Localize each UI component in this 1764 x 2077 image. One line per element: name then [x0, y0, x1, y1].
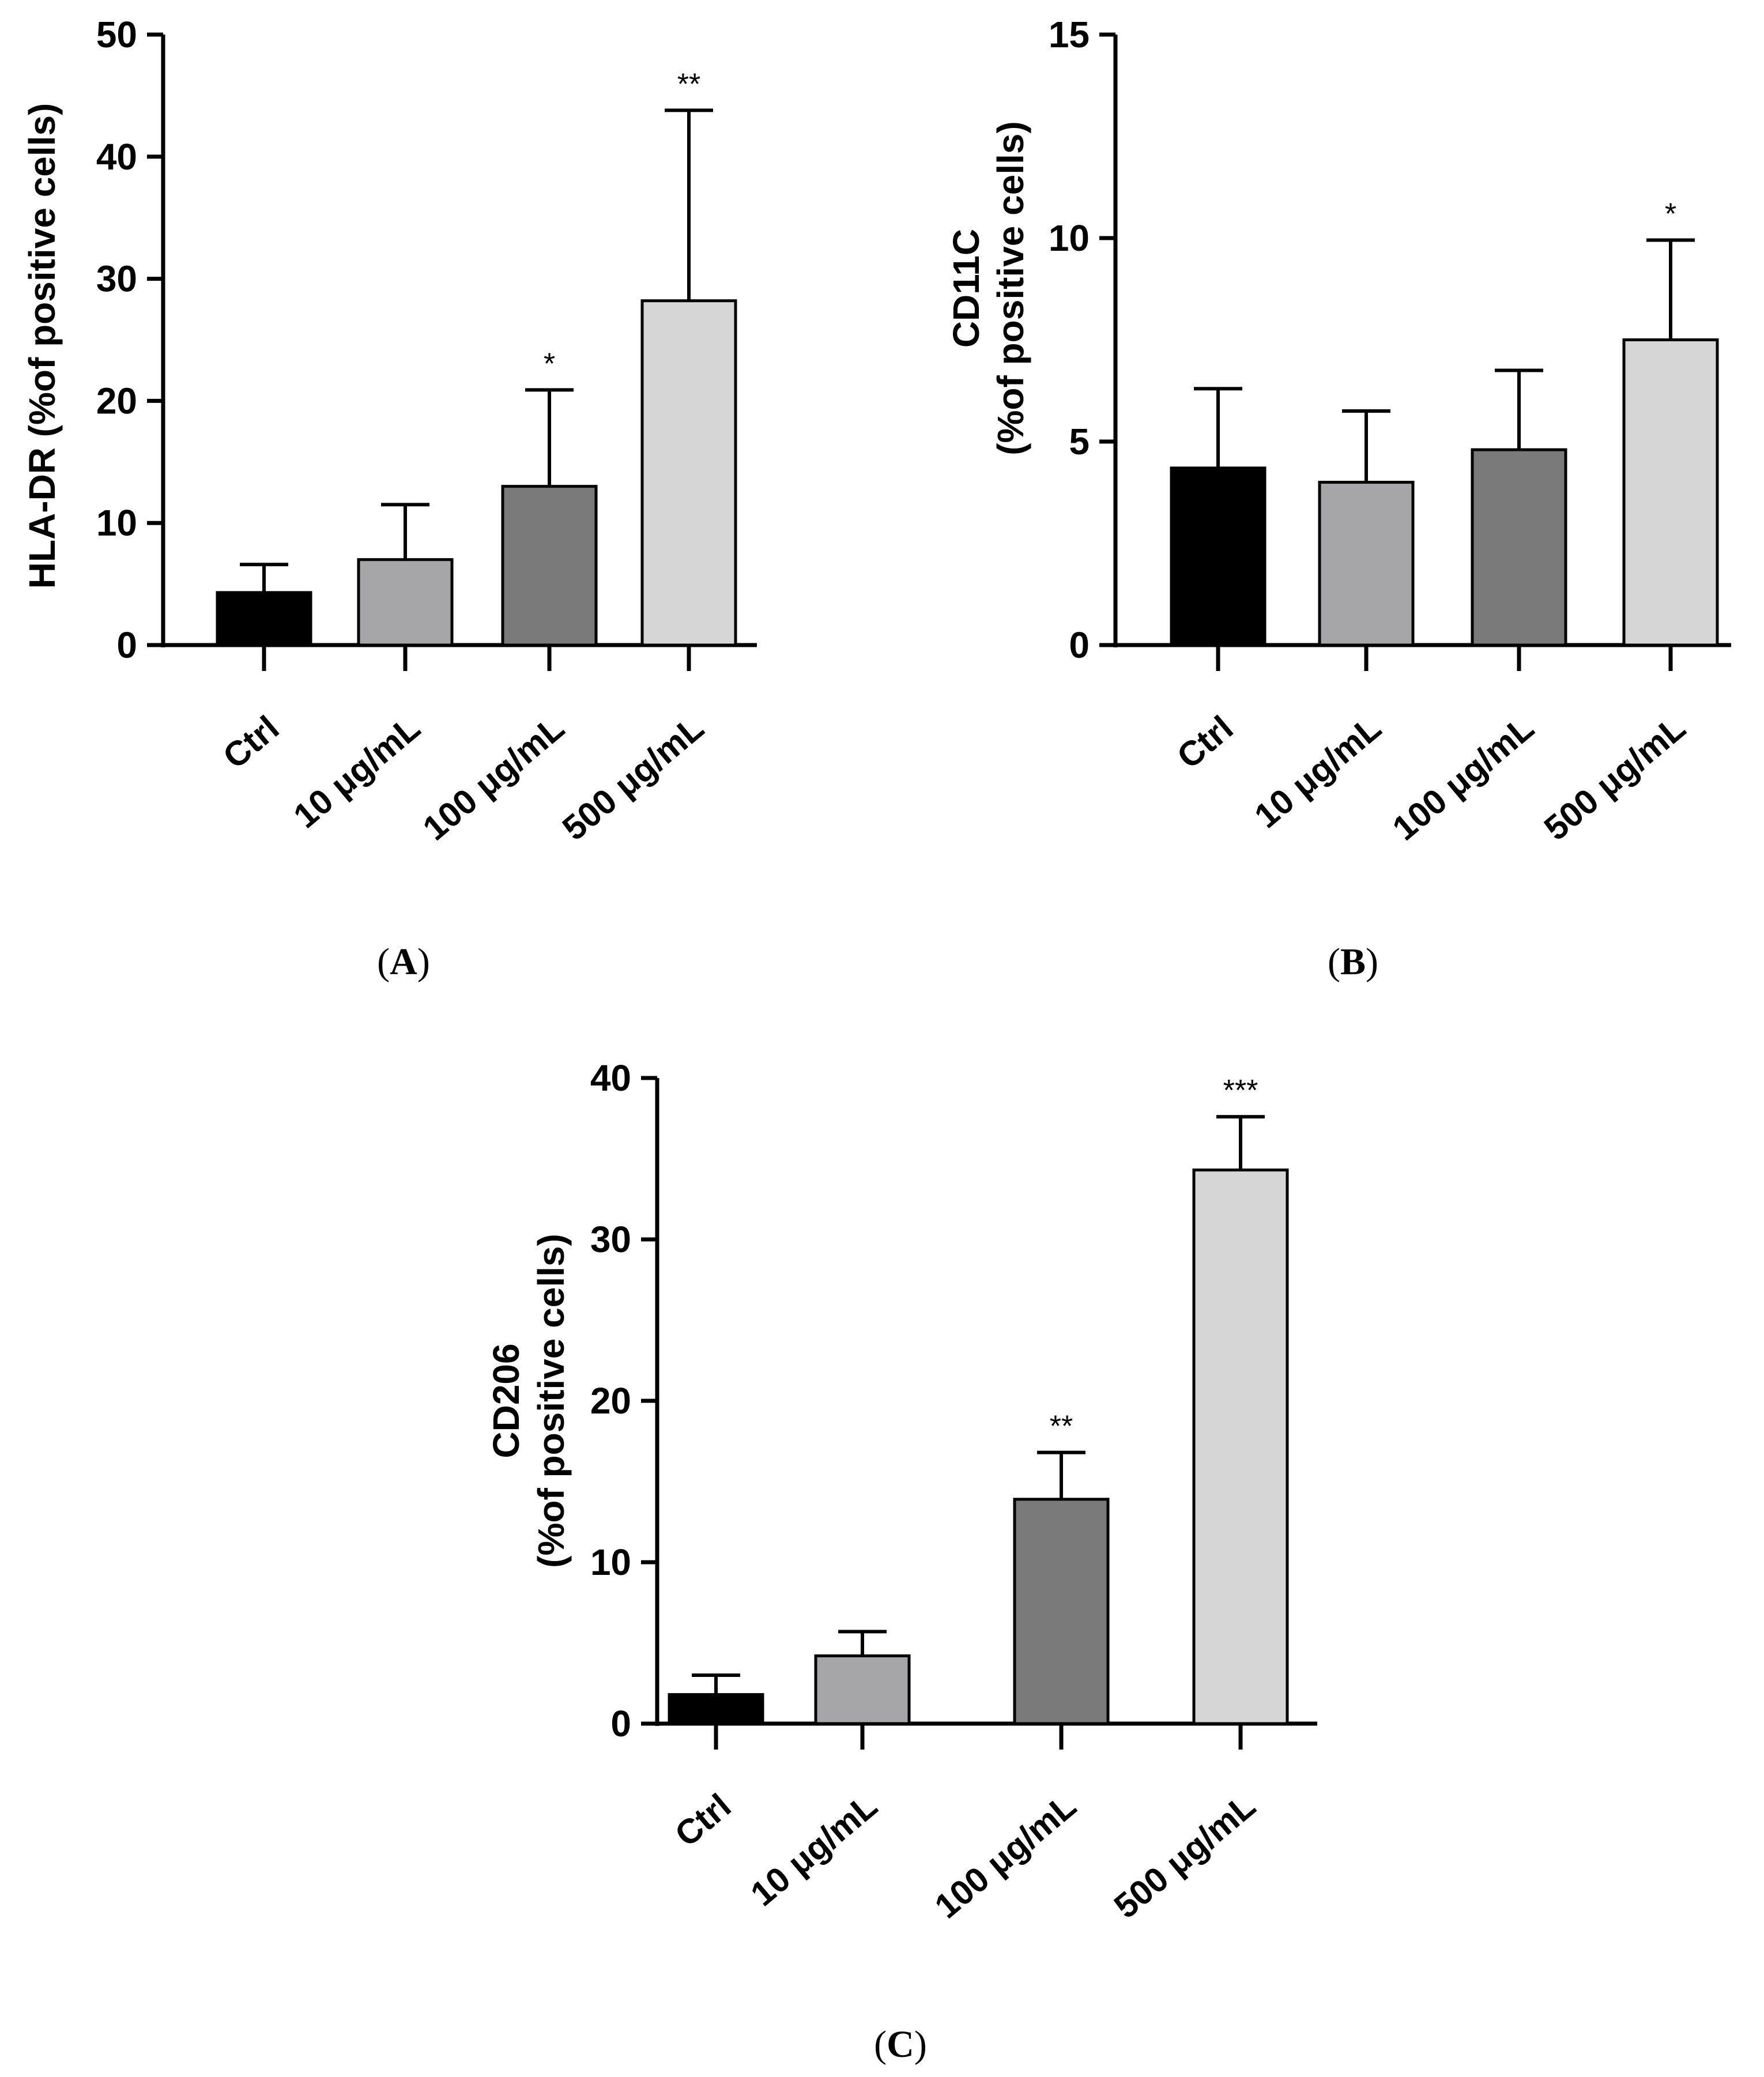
- y-axis-label: CD206: [485, 1343, 527, 1458]
- bar: [668, 1693, 764, 1725]
- bar: [1192, 1168, 1289, 1725]
- category-label: 500 μg/mL: [1537, 708, 1693, 848]
- category-label: 100 μg/mL: [416, 708, 571, 848]
- y-tick-label: 0: [1069, 624, 1090, 666]
- category-label: Ctrl: [1170, 708, 1240, 776]
- bar: [501, 485, 598, 647]
- y-tick-label: 5: [1069, 421, 1090, 462]
- y-axis-label: CD11C: [945, 229, 987, 348]
- y-tick-label: 20: [590, 1380, 631, 1422]
- bar: [640, 299, 737, 647]
- significance-label: **: [1050, 1410, 1073, 1443]
- category-label: 100 μg/mL: [928, 1786, 1083, 1926]
- significance-label: **: [677, 67, 700, 101]
- y-axis-label: HLA-DR (%of positive cells): [21, 103, 63, 589]
- y-tick-label: 40: [96, 136, 137, 178]
- y-tick-label: 0: [116, 624, 137, 666]
- panel-label-open: (: [377, 941, 390, 983]
- significance-label: ***: [1223, 1074, 1258, 1107]
- y-tick-label: 50: [96, 14, 137, 55]
- bar: [1622, 338, 1719, 647]
- panel-label-letter: C: [887, 2023, 914, 2065]
- significance-label: *: [544, 347, 555, 380]
- y-tick-label: 20: [96, 380, 137, 421]
- bar: [357, 558, 454, 647]
- category-label: 500 μg/mL: [555, 708, 711, 848]
- y-tick-label: 40: [590, 1057, 631, 1099]
- category-label: 10 μg/mL: [1247, 708, 1388, 836]
- y-tick-label: 10: [1049, 217, 1090, 259]
- y-tick-label: 10: [96, 502, 137, 544]
- panel-label-close: ): [914, 2023, 927, 2065]
- bar: [1170, 466, 1267, 647]
- y-tick-label: 0: [610, 1703, 631, 1744]
- y-tick-label: 15: [1049, 14, 1090, 55]
- panel-label-close: ): [1366, 941, 1378, 983]
- panel-label-open: (: [1328, 941, 1340, 983]
- bar: [1318, 481, 1415, 647]
- bar: [1471, 448, 1567, 647]
- chart-panel-c: 0 10 20 30 40 Ctrl 10 μg/mL ** 100 μg/mL *** 500 μ…: [485, 1057, 1317, 2065]
- panel-label-letter: A: [390, 941, 417, 983]
- panel-label-letter: B: [1340, 941, 1366, 983]
- category-label: 10 μg/mL: [743, 1786, 884, 1914]
- chart-panel-a: 0 10 20 30 40 50 Ctrl 10 μg/mL * 100 μg/mL ** 500 μ…: [21, 14, 757, 983]
- significance-label: *: [1665, 198, 1676, 231]
- bar: [1013, 1498, 1110, 1725]
- category-label: 100 μg/mL: [1385, 708, 1541, 848]
- bar: [814, 1654, 911, 1725]
- y-axis-label: (%of positive cells): [990, 121, 1031, 455]
- y-tick-label: 10: [590, 1541, 631, 1583]
- category-label: 10 μg/mL: [286, 708, 427, 836]
- panel-label-close: ): [417, 941, 430, 983]
- bar: [216, 591, 312, 647]
- panel-label: (C): [874, 2023, 927, 2065]
- y-axis-label: (%of positive cells): [530, 1234, 572, 1568]
- y-tick-label: 30: [590, 1219, 631, 1260]
- y-tick-label: 30: [96, 258, 137, 300]
- panel-label: (B): [1328, 941, 1378, 983]
- category-label: Ctrl: [668, 1786, 738, 1854]
- category-label: 500 μg/mL: [1107, 1786, 1262, 1926]
- panel-label: (A): [377, 941, 430, 983]
- category-label: Ctrl: [216, 708, 286, 776]
- panel-label-open: (: [874, 2023, 887, 2065]
